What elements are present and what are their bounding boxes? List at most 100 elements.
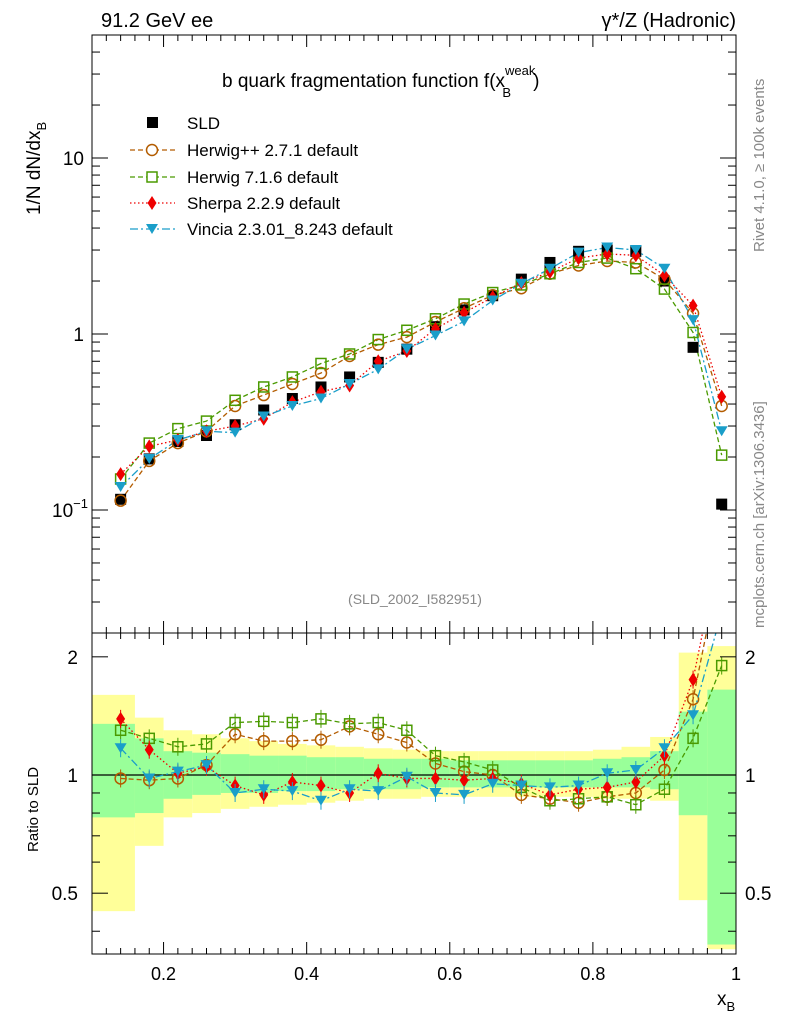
ratio-point-herwig7 bbox=[315, 713, 327, 725]
main-point-herwig7 bbox=[687, 326, 699, 339]
ratio-point-herwig7 bbox=[429, 749, 442, 762]
ratio-y-tick-label-left: 1 bbox=[67, 766, 78, 787]
main-y-tick-base: 1 bbox=[73, 325, 84, 346]
main-point-herwigpp bbox=[257, 388, 270, 402]
main-point-vincia bbox=[343, 378, 356, 389]
main-point-sld bbox=[544, 256, 556, 268]
ratio-point-sherpa bbox=[631, 774, 641, 789]
main-point-herwigpp bbox=[343, 349, 356, 363]
ratio-point-vincia bbox=[200, 760, 213, 771]
ratio-point-vincia bbox=[314, 795, 327, 806]
ratio-point-herwig7 bbox=[658, 783, 671, 795]
ratio-point-vincia bbox=[143, 773, 156, 784]
main-point-vincia bbox=[143, 453, 156, 464]
main-y-tick-base: 10 bbox=[63, 149, 84, 170]
uncertainty-band-inner bbox=[707, 689, 736, 945]
ratio-point-vincia bbox=[458, 789, 471, 800]
ratio-point-sherpa bbox=[688, 672, 698, 687]
ratio-point-herwig7 bbox=[401, 724, 413, 737]
main-point-herwig7 bbox=[172, 422, 184, 435]
legend-marker-vincia bbox=[146, 224, 158, 234]
main-line-sherpa bbox=[120, 253, 723, 475]
main-point-herwig7 bbox=[401, 324, 413, 337]
main-point-vincia bbox=[200, 426, 213, 437]
ratio-point-sherpa bbox=[602, 780, 612, 795]
ratio-point-herwigpp bbox=[114, 772, 127, 785]
ratio-line-herwig7 bbox=[120, 665, 723, 806]
legend-label-sld: SLD bbox=[187, 114, 220, 133]
ratio-point-herwig7 bbox=[286, 716, 299, 729]
legend-marker-herwig7 bbox=[146, 171, 158, 183]
main-point-sherpa bbox=[602, 246, 612, 261]
main-y-tick-label: 10−1 bbox=[52, 496, 88, 522]
legend-marker-sld bbox=[147, 117, 158, 128]
ratio-y-tick-label-right: 2 bbox=[745, 648, 756, 669]
main-point-sld bbox=[344, 371, 356, 383]
main-point-vincia bbox=[429, 330, 442, 341]
x-tick-label: 0.2 bbox=[151, 964, 176, 984]
main-point-sherpa bbox=[116, 467, 126, 482]
main-point-sld bbox=[258, 404, 270, 416]
x-tick-label: 0.4 bbox=[294, 964, 319, 984]
main-point-vincia bbox=[515, 278, 528, 289]
main-line-herwig7 bbox=[120, 257, 723, 480]
main-y-axis-label: 1/N dN/dxB bbox=[24, 122, 49, 215]
main-point-herwigpp bbox=[286, 377, 299, 391]
legend-label-sherpa: Sherpa 2.2.9 default bbox=[187, 194, 340, 213]
main-point-sld bbox=[716, 498, 728, 510]
ratio-point-vincia bbox=[658, 743, 671, 754]
legend-entry-herwigpp: Herwig++ 2.7.1 default bbox=[130, 141, 358, 160]
main-point-sherpa bbox=[631, 248, 641, 263]
main-point-sherpa bbox=[659, 268, 669, 283]
main-y-tick-base: 10 bbox=[52, 501, 73, 522]
main-point-vincia bbox=[372, 364, 385, 375]
main-point-vincia bbox=[658, 263, 671, 274]
main-point-vincia bbox=[486, 295, 499, 306]
legend-label-herwig7: Herwig 7.1.6 default bbox=[187, 168, 338, 187]
main-point-herwig7 bbox=[257, 381, 270, 393]
ratio-point-vincia bbox=[286, 786, 299, 797]
ratio-point-herwig7 bbox=[257, 715, 270, 728]
ratio-point-vincia bbox=[114, 743, 127, 754]
main-point-herwig7 bbox=[658, 283, 671, 295]
legend-marker-sherpa bbox=[147, 196, 157, 210]
ratio-point-vincia bbox=[429, 787, 442, 798]
main-point-vincia bbox=[629, 245, 642, 256]
ratio-point-vincia bbox=[572, 780, 585, 791]
analysis-id-watermark: (SLD_2002_I582951) bbox=[348, 591, 482, 607]
ratio-point-sherpa bbox=[144, 742, 154, 757]
ratio-line-sherpa bbox=[120, 633, 704, 796]
main-point-vincia bbox=[715, 426, 728, 437]
ratio-point-herwig7 bbox=[172, 741, 184, 753]
ratio-point-herwig7 bbox=[458, 756, 470, 768]
ratio-point-herwig7 bbox=[715, 659, 728, 672]
ratio-point-herwigpp bbox=[286, 734, 299, 748]
mcplots-source-text: mcplots.cern.ch [arXiv:1306.3436] bbox=[751, 401, 768, 628]
ratio-plot-frame bbox=[91, 632, 737, 955]
uncertainty-band-inner bbox=[678, 711, 708, 816]
ratio-line-vincia bbox=[120, 633, 717, 802]
main-line-herwigpp bbox=[120, 260, 723, 502]
ratio-point-herwig7 bbox=[687, 732, 699, 745]
ratio-point-herwig7 bbox=[343, 718, 356, 730]
main-point-sherpa bbox=[459, 305, 469, 320]
main-point-vincia bbox=[257, 411, 270, 422]
ratio-point-vincia bbox=[343, 784, 356, 795]
main-point-vincia bbox=[687, 315, 700, 326]
main-point-vincia bbox=[400, 344, 413, 355]
rivet-version-text: Rivet 4.1.0, ≥ 100k events bbox=[751, 79, 768, 252]
ratio-point-vincia bbox=[687, 710, 700, 721]
main-point-vincia bbox=[314, 393, 327, 404]
main-point-vincia bbox=[601, 242, 614, 253]
ratio-point-sherpa bbox=[116, 711, 126, 726]
ratio-point-sherpa bbox=[430, 771, 440, 786]
main-point-vincia bbox=[114, 482, 127, 493]
main-point-herwig7 bbox=[343, 348, 356, 360]
main-point-herwigpp bbox=[314, 366, 328, 380]
legend-entry-sherpa: Sherpa 2.2.9 default bbox=[130, 194, 340, 213]
legend: SLD Herwig++ 2.7.1 default Herwig 7.1.6 … bbox=[130, 114, 393, 239]
ratio-line-herwigpp bbox=[120, 633, 708, 804]
main-y-tick-label: 10 bbox=[63, 149, 84, 170]
main-point-sherpa bbox=[688, 298, 698, 313]
